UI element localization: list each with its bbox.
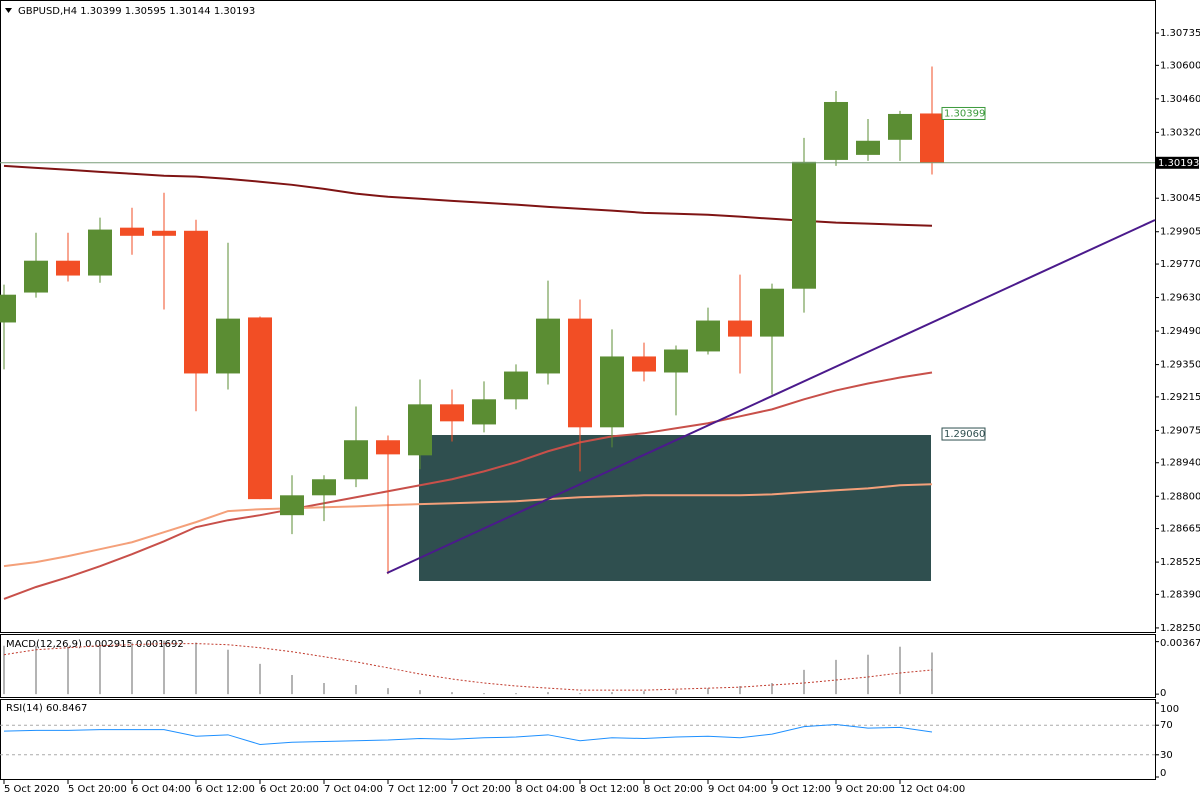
x-tick-label: 5 Oct 2020	[4, 784, 59, 795]
y-tick-label: 1.29075	[1160, 425, 1200, 436]
candle-body	[280, 495, 304, 516]
y-tick-label: 1.28390	[1160, 589, 1200, 600]
candle-body	[760, 288, 784, 337]
price-label: 1.30399	[944, 108, 985, 119]
candle-body	[920, 113, 944, 163]
candle-body	[88, 229, 112, 276]
y-tick-label: 1.29905	[1160, 227, 1200, 238]
y-tick-label: 1.29630	[1160, 293, 1200, 304]
candle-body	[536, 318, 560, 374]
candle-body	[472, 399, 496, 425]
y-tick-label: 1.29770	[1160, 259, 1200, 270]
y-tick-label: 1.28665	[1160, 524, 1200, 535]
candle-body	[600, 356, 624, 428]
y-tick-label: 1.29350	[1160, 360, 1200, 371]
indicator-line	[3, 164, 933, 227]
trendline-object	[386, 219, 1156, 574]
indicator-line	[3, 643, 933, 691]
x-tick-label: 9 Oct 20:00	[836, 784, 895, 795]
chart-title: GBPUSD,H4 1.30399 1.30595 1.30144 1.3019…	[18, 6, 255, 17]
candle-body	[184, 230, 208, 374]
candle-body	[440, 404, 464, 422]
rectangle-object	[419, 435, 931, 581]
candle-body	[24, 260, 48, 293]
y-tick-label: 1.28800	[1160, 491, 1200, 502]
candle-body	[888, 113, 912, 140]
y-tick-label: 30	[1160, 750, 1173, 761]
candle-body	[376, 440, 400, 455]
y-tick-label: 1.30045	[1160, 193, 1200, 204]
candle-body	[248, 317, 272, 500]
y-tick-label: 0	[1160, 768, 1166, 779]
price-label-box	[941, 106, 986, 120]
candle-body	[792, 161, 816, 289]
candle-body	[568, 318, 592, 428]
y-tick-label: 1.28250	[1160, 623, 1200, 634]
candle-body	[56, 260, 80, 276]
y-tick-label: 1.28940	[1160, 458, 1200, 469]
y-tick-label: 1.29490	[1160, 326, 1200, 337]
y-tick-label: 1.30460	[1160, 94, 1200, 105]
y-tick-label: 70	[1160, 720, 1173, 731]
candle-body	[344, 440, 368, 480]
x-tick-label: 8 Oct 04:00	[516, 784, 575, 795]
current-price-box	[1155, 156, 1199, 169]
menu-arrow[interactable]	[5, 8, 12, 13]
rsi-title: RSI(14) 60.8467	[6, 703, 87, 714]
x-tick-label: 12 Oct 04:00	[900, 784, 965, 795]
x-tick-label: 8 Oct 12:00	[580, 784, 639, 795]
x-tick-label: 5 Oct 20:00	[68, 784, 127, 795]
price-label: 1.29060	[944, 429, 985, 440]
candle-body	[408, 404, 432, 456]
x-tick-label: 6 Oct 04:00	[132, 784, 191, 795]
indicator-line	[3, 723, 933, 745]
x-tick-label: 6 Oct 12:00	[196, 784, 255, 795]
x-tick-label: 9 Oct 04:00	[708, 784, 767, 795]
x-tick-label: 7 Oct 12:00	[388, 784, 447, 795]
y-tick-label: 1.30320	[1160, 127, 1200, 138]
y-tick-label: 1.30600	[1160, 60, 1200, 71]
candle-body	[312, 479, 336, 496]
candle-body	[824, 101, 848, 160]
current-price-label: 1.30193	[1158, 158, 1199, 169]
macd-panel	[0, 634, 1156, 698]
candle-body	[152, 230, 176, 236]
candle-body	[856, 140, 880, 155]
candle-body	[216, 318, 240, 374]
candle-body	[664, 349, 688, 373]
candle-body	[120, 227, 144, 236]
x-tick-label: 8 Oct 20:00	[644, 784, 703, 795]
y-tick-label: 0	[1160, 688, 1166, 699]
indicator-line	[3, 371, 933, 600]
candle-body	[0, 294, 16, 323]
rsi-panel	[0, 699, 1156, 780]
candle-body	[728, 320, 752, 337]
macd-title: MACD(12,26,9) 0.002915 0.001692	[6, 639, 184, 650]
y-tick-label: 1.30735	[1160, 28, 1200, 39]
candle-body	[696, 320, 720, 352]
y-tick-label: 0.003676	[1160, 638, 1200, 649]
candle-body	[504, 371, 528, 400]
y-tick-label: 1.29215	[1160, 392, 1200, 403]
y-tick-label: 1.28525	[1160, 557, 1200, 568]
x-tick-label: 7 Oct 04:00	[324, 784, 383, 795]
x-tick-label: 9 Oct 12:00	[772, 784, 831, 795]
indicator-line	[3, 483, 933, 568]
price-label-box	[941, 427, 986, 441]
x-tick-label: 7 Oct 20:00	[452, 784, 511, 795]
candle-body	[632, 356, 656, 372]
x-tick-label: 6 Oct 20:00	[260, 784, 319, 795]
y-tick-label: 100	[1160, 704, 1179, 715]
